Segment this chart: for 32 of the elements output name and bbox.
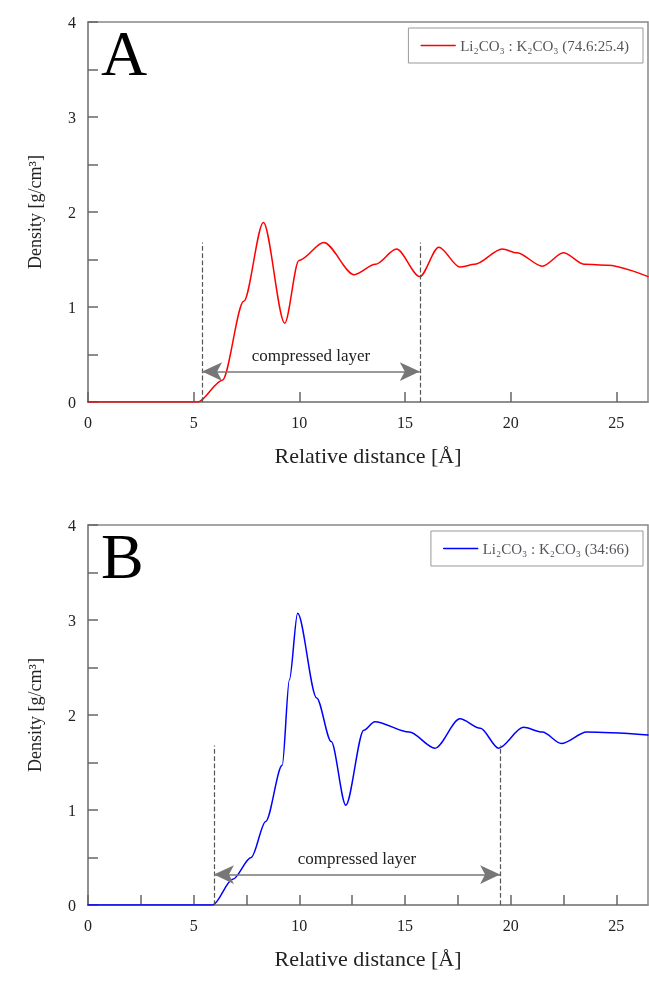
x-tick-label: 20	[502, 413, 519, 431]
x-tick-label: 15	[396, 916, 413, 934]
y-tick-label: 0	[68, 896, 76, 914]
x-tick-label: 25	[608, 916, 625, 934]
y-tick-label: 4	[68, 13, 76, 31]
y-tick-label: 3	[68, 611, 76, 629]
y-tick-label: 1	[68, 298, 76, 316]
x-tick-label: 25	[608, 413, 625, 431]
chart-title: B	[101, 520, 144, 592]
x-tick-label: 20	[502, 916, 519, 934]
x-tick-label: 10	[291, 413, 308, 431]
y-tick-label: 2	[68, 203, 76, 221]
x-tick-label: 10	[291, 916, 308, 934]
annotation: compressed layer	[297, 848, 417, 868]
x-tick-label: 0	[84, 916, 92, 934]
y-axis-title: Density [g/cm³]	[25, 155, 45, 269]
x-axis-title: Relative distance [Å]	[274, 945, 462, 971]
x-axis-title: Relative distance [Å]	[274, 442, 462, 468]
legend-label: Li₂CO₃ : K₂CO₃ (34:66)	[482, 540, 630, 558]
x-tick-label: 5	[189, 916, 198, 934]
annotation: compressed layer	[251, 345, 371, 365]
y-axis-title: Density [g/cm³]	[25, 658, 45, 772]
y-tick-label: 2	[68, 706, 76, 724]
legend-label: Li₂CO₃ : K₂CO₃ (74.6:25.4)	[460, 37, 630, 55]
y-tick-label: 3	[68, 108, 76, 126]
x-tick-label: 15	[396, 413, 413, 431]
y-tick-label: 0	[68, 393, 76, 411]
y-tick-label: 1	[68, 801, 76, 819]
chart-title: A	[101, 17, 148, 89]
x-tick-label: 5	[189, 413, 198, 431]
x-tick-label: 0	[84, 413, 92, 431]
y-tick-label: 4	[68, 516, 76, 534]
